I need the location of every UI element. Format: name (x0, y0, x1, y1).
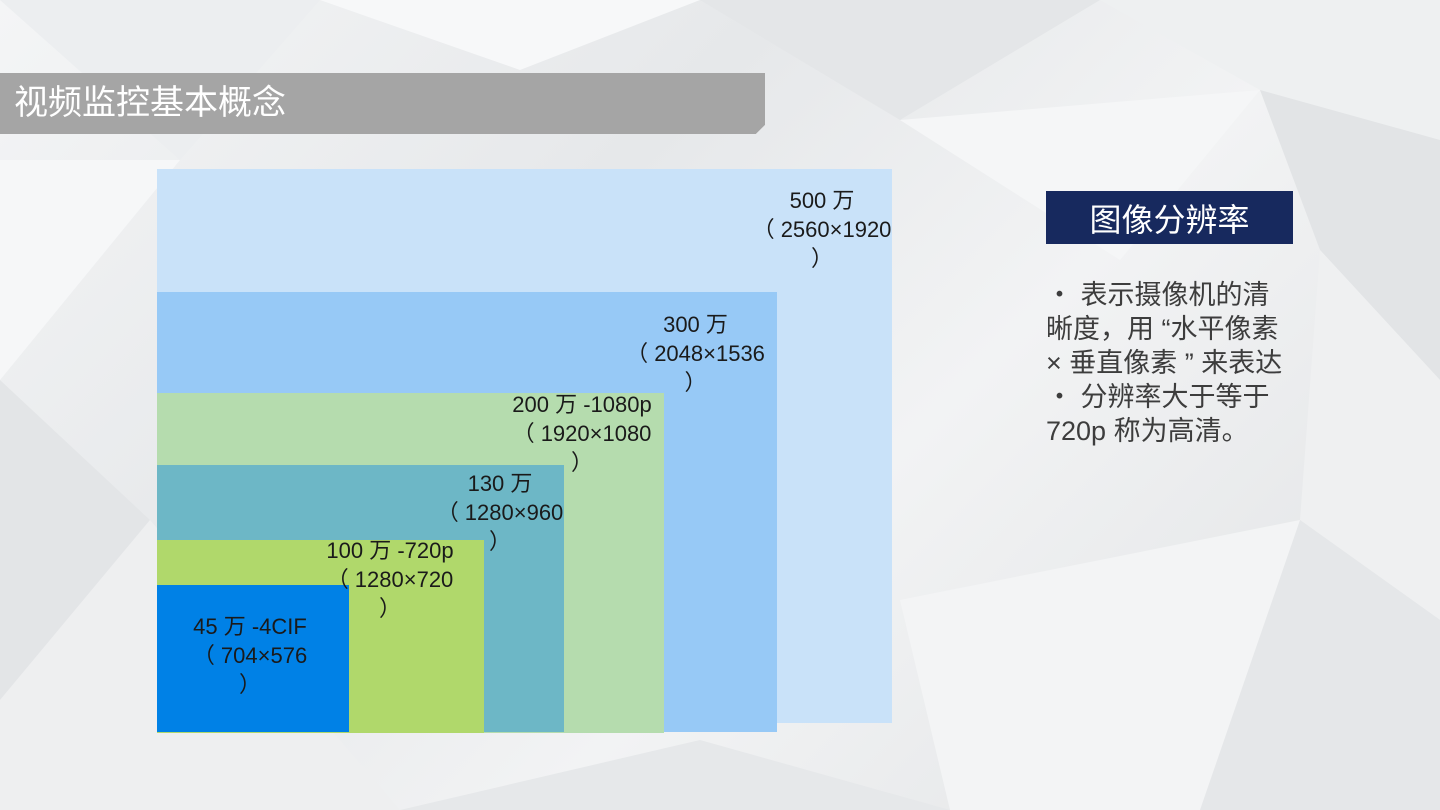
res-200w-label: 200 万 -1080p （ 1920×1080 ） (512, 392, 652, 475)
res-45w-label: 45 万 -4CIF （ 704×576 ） (192, 614, 308, 697)
res-45w-box (157, 585, 349, 732)
res-100w-label: 100 万 -720p （ 1280×720 ） (326, 538, 454, 621)
res-300w-label: 300 万 （ 2048×1536 ） (626, 312, 765, 395)
bullet-2: ・ 分辨率大于等于 720p 称为高清。 (1046, 382, 1270, 446)
res-130w-label: 130 万 （ 1280×960 ） (436, 471, 564, 554)
res-500w-label: 500 万 （ 2560×1920 ） (752, 188, 892, 271)
bullet-1: ・ 表示摄像机的清晰度，用 “水平像素 × 垂直像素 ” 来表达 (1046, 280, 1283, 378)
title-bar: 视频监控基本概念 (0, 73, 765, 134)
slide-title: 视频监控基本概念 (14, 84, 286, 122)
side-panel-header-text: 图像分辨率 (1089, 201, 1250, 238)
side-panel-text: ・ 表示摄像机的清晰度，用 “水平像素 × 垂直像素 ” 来表达 ・ 分辨率大于… (1046, 278, 1296, 448)
side-panel-header: 图像分辨率 (1046, 191, 1293, 244)
